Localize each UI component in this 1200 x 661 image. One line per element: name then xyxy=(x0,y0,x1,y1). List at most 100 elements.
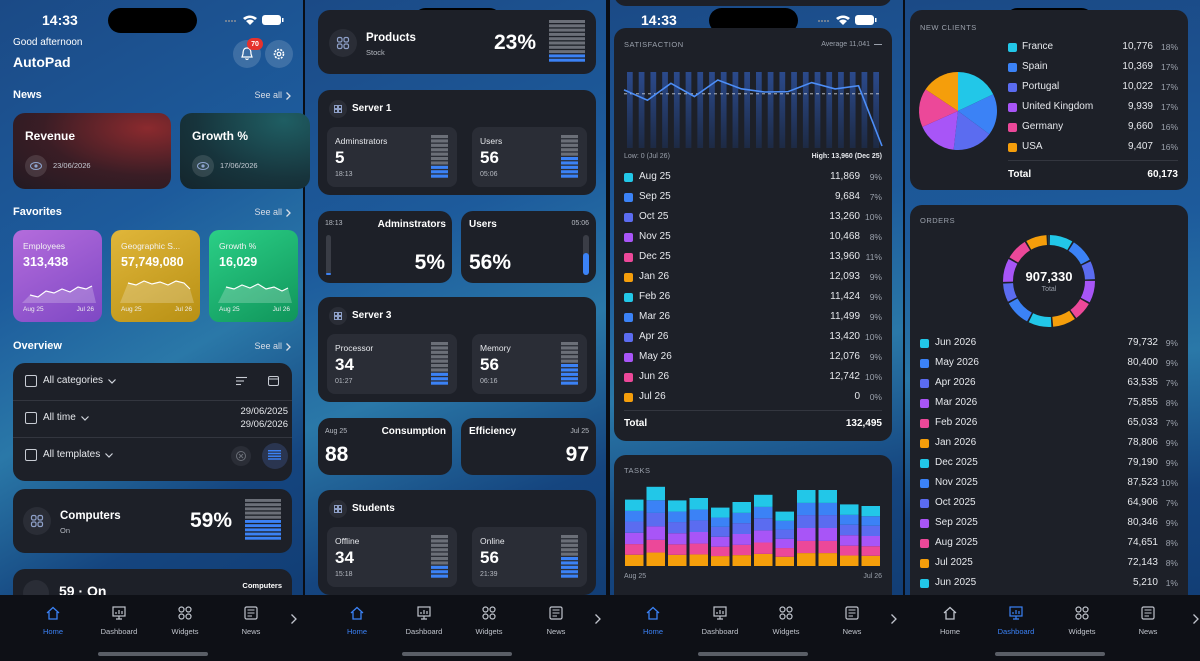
status-time: 14:33 xyxy=(42,12,78,29)
tab-label[interactable]: Widgets xyxy=(772,627,800,637)
tab-icon[interactable] xyxy=(1075,606,1089,620)
decoration xyxy=(646,539,665,553)
tab-label[interactable]: Widgets xyxy=(1068,627,1096,637)
favorite-title: Growth % xyxy=(219,240,257,251)
tab-icon[interactable] xyxy=(46,606,60,620)
news-card[interactable] xyxy=(180,113,310,189)
filter-label[interactable]: All time xyxy=(43,411,76,423)
tab-label[interactable]: News xyxy=(546,627,566,637)
tab-icon[interactable] xyxy=(549,606,563,620)
decoration xyxy=(282,18,284,22)
decoration xyxy=(336,43,343,50)
decoration xyxy=(561,557,578,561)
tab-icon[interactable] xyxy=(350,606,364,620)
tab-icon[interactable] xyxy=(417,606,431,620)
gauge-card[interactable] xyxy=(318,211,452,283)
tab-label[interactable]: Widgets xyxy=(171,627,199,637)
row-percent: 16% xyxy=(1160,121,1178,132)
metric-label: Efficiency xyxy=(469,425,517,437)
tab-icon[interactable] xyxy=(779,606,793,620)
tab-label[interactable]: News xyxy=(241,627,261,637)
news-card[interactable] xyxy=(13,113,171,189)
tab-label[interactable]: Dashboard xyxy=(997,627,1035,637)
tab-label[interactable]: News xyxy=(1138,627,1158,637)
favorite-card[interactable] xyxy=(13,230,102,322)
legend-swatch xyxy=(920,498,929,508)
tab-icon[interactable] xyxy=(1009,606,1023,620)
tab-label[interactable]: News xyxy=(842,627,862,637)
settings-button[interactable] xyxy=(265,40,293,68)
decoration xyxy=(561,368,578,372)
tab-icon[interactable] xyxy=(244,606,258,620)
tab-label[interactable]: Dashboard xyxy=(701,627,739,637)
row-value: 87,523 xyxy=(1127,476,1158,488)
row-value: 64,906 xyxy=(1127,496,1158,508)
tab-label[interactable]: Widgets xyxy=(475,627,503,637)
checkbox[interactable] xyxy=(25,412,37,424)
tab-label[interactable]: Home xyxy=(939,627,960,637)
decoration xyxy=(22,286,96,303)
row-label: Jun 2025 xyxy=(935,576,977,588)
decoration xyxy=(709,72,715,148)
decoration xyxy=(431,543,448,547)
decoration xyxy=(797,528,816,541)
favorite-card[interactable] xyxy=(209,230,298,322)
tab-icon[interactable] xyxy=(178,606,192,620)
tab-icon[interactable] xyxy=(112,606,126,620)
see-all-link[interactable]: See all xyxy=(254,341,282,352)
chevron xyxy=(286,92,291,100)
checkbox[interactable] xyxy=(25,449,37,461)
tab-icon[interactable] xyxy=(713,606,727,620)
decoration xyxy=(1144,609,1152,617)
metric-date: Aug 25 xyxy=(325,427,348,435)
favorite-title: Geographic S... xyxy=(121,240,181,251)
decoration xyxy=(818,502,837,516)
see-all-link[interactable]: See all xyxy=(254,207,282,218)
slice xyxy=(1003,259,1018,282)
tab-icon[interactable] xyxy=(646,606,660,620)
metric-card[interactable] xyxy=(461,418,596,475)
slice xyxy=(1080,280,1095,303)
filter-label[interactable]: All categories xyxy=(43,374,104,386)
row-label: Feb 26 xyxy=(639,290,671,302)
legend-swatch xyxy=(920,518,929,528)
decoration xyxy=(689,532,708,544)
favorite-to: Jul 26 xyxy=(174,305,192,313)
row-value: 72,143 xyxy=(1127,556,1158,568)
tile-value: 56 xyxy=(480,548,499,568)
decoration xyxy=(561,350,578,354)
card-header: SATISFACTION xyxy=(624,40,684,50)
tile-value: 56 xyxy=(480,355,499,375)
tab-label[interactable]: Home xyxy=(346,627,367,637)
decoration xyxy=(561,148,578,152)
tab-label[interactable]: Dashboard xyxy=(100,627,138,637)
row-percent: 7% xyxy=(1165,377,1178,388)
filter-label[interactable]: All templates xyxy=(43,448,101,460)
slice xyxy=(1009,241,1031,263)
row-value: 10,369 xyxy=(1122,60,1153,72)
gauge-card[interactable] xyxy=(461,211,596,283)
metric-card[interactable] xyxy=(318,418,452,475)
decoration xyxy=(754,530,773,543)
more-chevron xyxy=(291,614,297,624)
tab-label[interactable]: Dashboard xyxy=(405,627,443,637)
tab-icon[interactable] xyxy=(1141,606,1155,620)
favorite-card[interactable] xyxy=(111,230,200,322)
row-value: 80,400 xyxy=(1127,356,1158,368)
decoration xyxy=(30,514,44,528)
tab-icon[interactable] xyxy=(482,606,496,620)
overview-date: 29/06/2025 xyxy=(240,406,288,418)
sparkline xyxy=(22,285,96,303)
legend-swatch xyxy=(920,358,929,368)
checkbox[interactable] xyxy=(25,375,37,387)
tab-icon[interactable] xyxy=(943,606,957,620)
tab-icon[interactable] xyxy=(845,606,859,620)
tab-label[interactable]: Home xyxy=(642,627,663,637)
slice xyxy=(1008,298,1032,322)
card-header: TASKS xyxy=(624,466,651,476)
see-all-link[interactable]: See all xyxy=(254,90,282,101)
decoration xyxy=(185,613,192,620)
tab-label[interactable]: Home xyxy=(42,627,63,637)
total-label: Total xyxy=(1008,168,1032,180)
decoration xyxy=(561,372,578,376)
